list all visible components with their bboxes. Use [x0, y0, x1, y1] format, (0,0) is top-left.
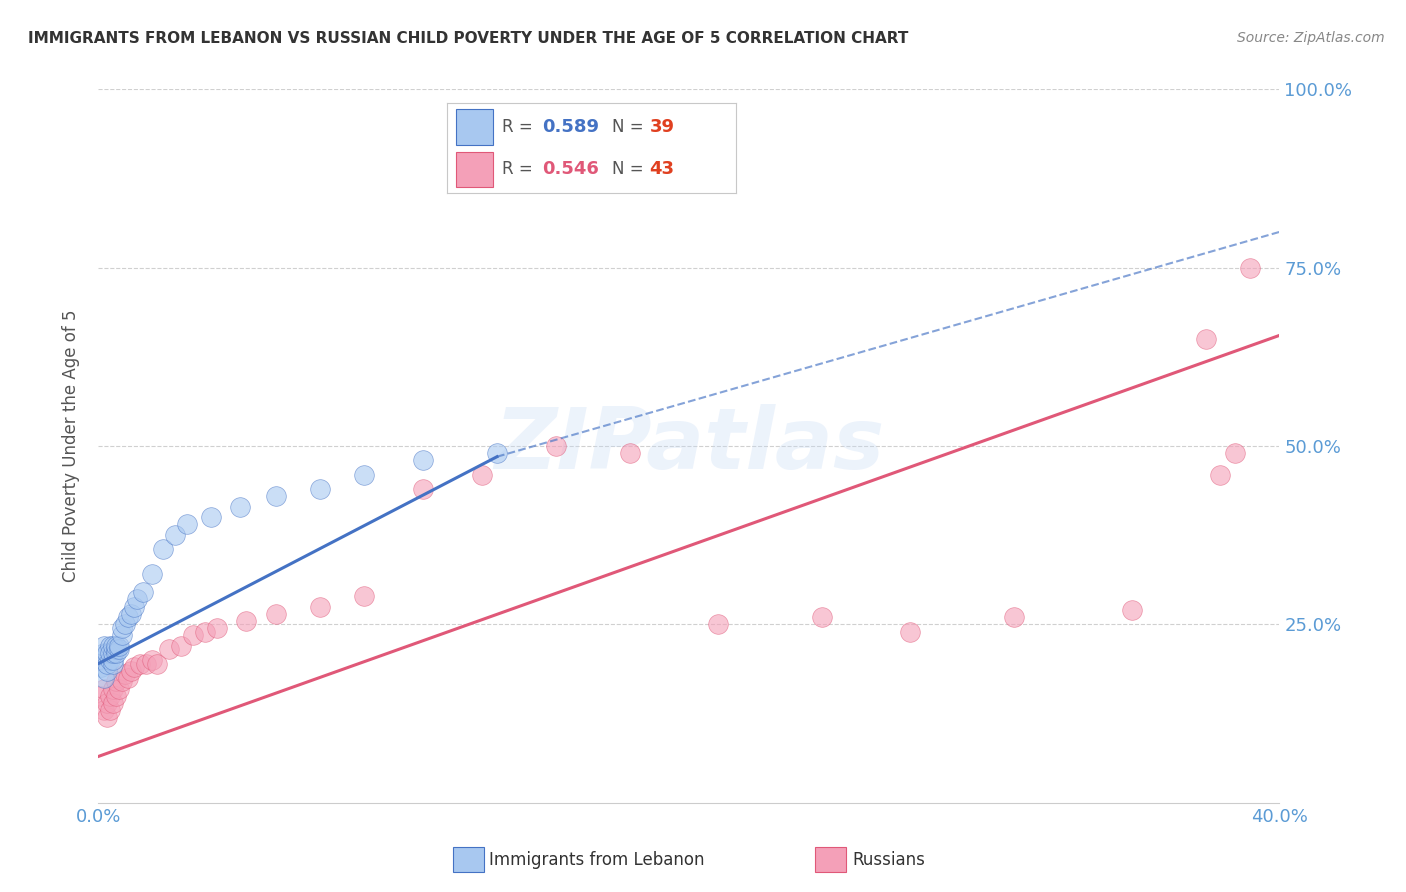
Point	[120, 607, 142, 621]
Point	[200, 510, 222, 524]
Point	[619, 446, 641, 460]
Point	[111, 628, 134, 642]
Point	[105, 646, 128, 660]
Point	[125, 592, 148, 607]
Point	[103, 653, 125, 667]
Point	[93, 681, 115, 696]
Point	[176, 517, 198, 532]
Point	[105, 674, 128, 689]
Point	[103, 646, 125, 660]
Point	[96, 696, 118, 710]
Point	[128, 657, 150, 671]
Point	[122, 599, 145, 614]
Point	[103, 696, 125, 710]
Point	[146, 657, 169, 671]
Point	[412, 453, 434, 467]
Point	[264, 607, 287, 621]
Point	[105, 639, 128, 653]
Point	[353, 589, 375, 603]
Point	[117, 671, 139, 685]
Point	[90, 653, 112, 667]
Point	[165, 528, 187, 542]
Point	[235, 614, 257, 628]
Point	[111, 621, 134, 635]
Point	[309, 482, 332, 496]
Point	[309, 599, 332, 614]
Point	[98, 689, 121, 703]
Point	[117, 610, 139, 624]
Point	[98, 639, 121, 653]
Point	[96, 664, 118, 678]
Point	[135, 657, 157, 671]
Text: Russians: Russians	[852, 851, 925, 869]
Point	[90, 660, 112, 674]
Point	[108, 681, 131, 696]
Point	[90, 689, 112, 703]
Point	[98, 653, 121, 667]
Point	[111, 674, 134, 689]
Point	[353, 467, 375, 482]
Point	[96, 657, 118, 671]
Text: Immigrants from Lebanon: Immigrants from Lebanon	[489, 851, 704, 869]
Point	[707, 617, 730, 632]
Point	[105, 689, 128, 703]
Text: ZIPatlas: ZIPatlas	[494, 404, 884, 488]
Point	[1223, 446, 1246, 460]
Point	[93, 646, 115, 660]
Point	[229, 500, 252, 514]
Point	[108, 639, 131, 653]
Point	[103, 639, 125, 653]
Point	[900, 624, 922, 639]
Point	[98, 646, 121, 660]
Point	[103, 681, 125, 696]
Point	[810, 610, 832, 624]
Point	[141, 653, 163, 667]
Point	[264, 489, 287, 503]
Point	[486, 446, 509, 460]
Point	[114, 617, 136, 632]
Point	[205, 621, 228, 635]
Y-axis label: Child Poverty Under the Age of 5: Child Poverty Under the Age of 5	[62, 310, 80, 582]
Point	[194, 624, 217, 639]
Text: IMMIGRANTS FROM LEBANON VS RUSSIAN CHILD POVERTY UNDER THE AGE OF 5 CORRELATION : IMMIGRANTS FROM LEBANON VS RUSSIAN CHILD…	[28, 31, 908, 46]
Point	[108, 642, 131, 657]
Point	[152, 542, 174, 557]
Point	[471, 467, 494, 482]
Point	[412, 482, 434, 496]
Text: Source: ZipAtlas.com: Source: ZipAtlas.com	[1237, 31, 1385, 45]
Point	[157, 642, 180, 657]
Point	[1121, 603, 1143, 617]
Point	[105, 642, 128, 657]
Point	[170, 639, 193, 653]
Point	[546, 439, 568, 453]
Point	[120, 664, 142, 678]
Point	[1002, 610, 1025, 624]
Point	[93, 703, 115, 717]
Point	[181, 628, 204, 642]
Point	[1239, 260, 1261, 275]
Point	[114, 667, 136, 681]
Point	[93, 639, 115, 653]
Point	[103, 657, 125, 671]
Point	[93, 671, 115, 685]
Point	[96, 646, 118, 660]
Point	[141, 567, 163, 582]
Point	[98, 703, 121, 717]
Point	[122, 660, 145, 674]
Point	[132, 585, 155, 599]
Point	[96, 710, 118, 724]
Point	[1209, 467, 1232, 482]
Point	[1195, 332, 1218, 346]
